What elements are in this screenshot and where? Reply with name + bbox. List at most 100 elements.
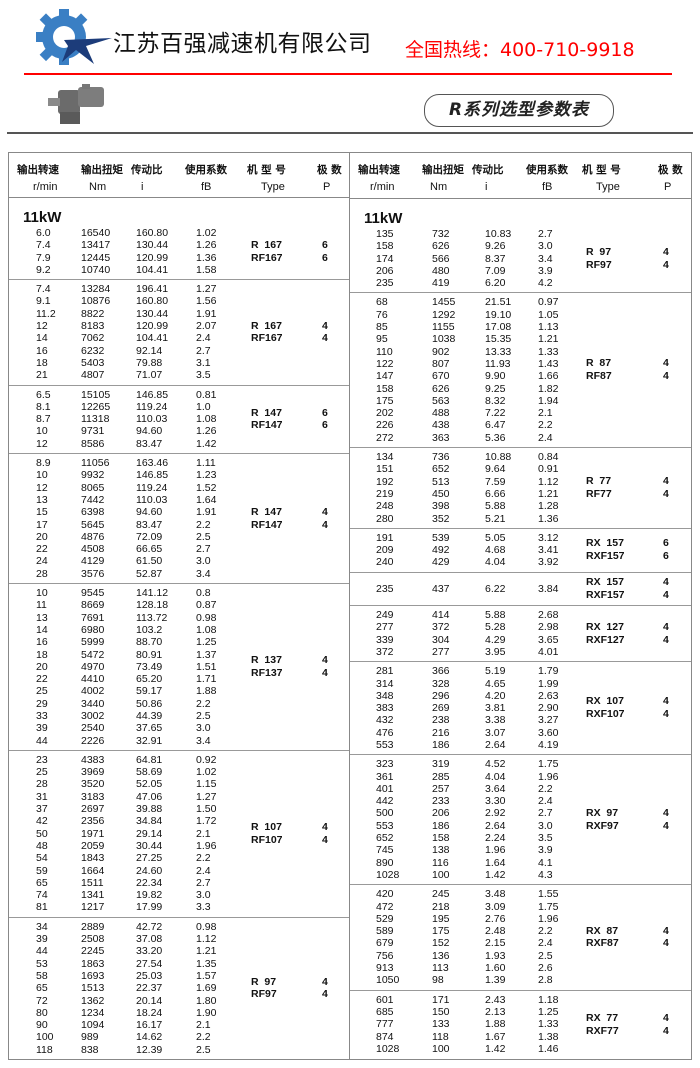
cell: 163.46 (136, 457, 169, 470)
cell: 20.14 (136, 994, 163, 1007)
type-line: R 77 (586, 475, 612, 488)
cell: 2.4 (196, 864, 211, 877)
cell: 4.19 (538, 738, 559, 751)
cell: 2508 (81, 933, 105, 946)
cell: 1455 (432, 296, 456, 309)
table-row: 65 1511 22.34 2.7 (9, 877, 349, 889)
cell: 16 (36, 344, 48, 357)
cell: 11318 (81, 413, 110, 426)
cell: 4129 (81, 555, 105, 568)
cell: 1.64 (196, 493, 217, 506)
cell: 8822 (81, 307, 105, 320)
cell: 3.64 (485, 782, 506, 795)
cell: 3183 (81, 790, 105, 803)
table-row: 277 372 5.28 2.98 (350, 621, 691, 633)
cell: 1.37 (196, 648, 217, 661)
pole-value: 4 (322, 988, 328, 1001)
table-row: 53 1863 27.54 1.35 (9, 958, 349, 970)
table-row: 110 902 13.33 1.33 (350, 346, 691, 358)
table-row: 95 1038 15.35 1.21 (350, 333, 691, 345)
table-row: 25 3969 58.69 1.02 (9, 766, 349, 778)
cell: 44 (36, 945, 48, 958)
model-group: 249 414 5.88 2.68 277 372 5.28 2.98 339 304 4.29 3.… (350, 606, 691, 663)
table-row: 22 4410 65.20 1.71 (9, 673, 349, 685)
cell: 1971 (81, 827, 105, 840)
cell: 488 (432, 407, 450, 420)
type-line: R 147 (251, 505, 282, 518)
table-row: 74 1341 19.82 3.0 (9, 889, 349, 901)
cell: 874 (376, 1030, 394, 1043)
cell: 14 (36, 332, 48, 345)
cell: 1217 (81, 901, 105, 914)
table-row: 401 257 3.64 2.2 (350, 783, 691, 795)
cell: 240 (376, 556, 394, 569)
model-group: 6.5 15105 146.85 0.81 8.1 12265 119.24 1.0 8.7 11… (9, 386, 349, 455)
cell: 1292 (432, 308, 456, 321)
cell: 1.64 (485, 856, 506, 869)
pole-value: 4 (663, 576, 669, 589)
cell: 21.51 (485, 296, 512, 309)
cell: 1.0 (196, 400, 211, 413)
cell: 158 (432, 832, 450, 845)
cell: 285 (432, 770, 450, 783)
table-row: 348 296 4.20 2.63 (350, 690, 691, 702)
cell: 59.17 (136, 685, 163, 698)
cell: 8183 (81, 320, 105, 333)
table-row: 122 807 11.93 1.43 (350, 358, 691, 370)
pole-value: 4 (663, 620, 669, 633)
cell: 65.20 (136, 673, 163, 686)
cell: 61.50 (136, 555, 163, 568)
type-line: RF97 (586, 258, 612, 271)
table-row: 44 2245 33.20 1.21 (9, 945, 349, 957)
cell: 626 (432, 240, 450, 253)
cell: 160.80 (136, 295, 169, 308)
cell: 372 (376, 645, 394, 658)
model-type: RX 127 RXF127 (586, 606, 625, 661)
cell: 401 (376, 782, 394, 795)
cell: 20 (36, 660, 48, 673)
table-row: 240 429 4.04 3.92 (350, 556, 691, 568)
cell: 277 (376, 621, 394, 634)
table-row: 20 4970 73.49 1.51 (9, 661, 349, 673)
cell: 1511 (81, 876, 104, 889)
cell: 2.4 (538, 795, 553, 808)
cell: 3.0 (538, 240, 553, 253)
table-row: 24 4129 61.50 3.0 (9, 555, 349, 567)
cell: 472 (376, 900, 394, 913)
type-line: RX 97 (586, 806, 619, 819)
model-type: R 97 RF97 (251, 918, 277, 1059)
cell: 361 (376, 770, 394, 783)
cell: 1038 (432, 333, 456, 346)
cell: 2.5 (196, 1043, 211, 1056)
table-row: 76 1292 19.10 1.05 (350, 309, 691, 321)
cell: 33 (36, 709, 48, 722)
cell: 1.42 (196, 437, 217, 450)
cell: 1.11 (196, 457, 216, 470)
cell: 339 (376, 633, 394, 646)
cell: 6.20 (485, 277, 506, 290)
cell: 0.91 (538, 463, 559, 476)
cell: 3.41 (538, 544, 559, 557)
cell: 1.67 (485, 1030, 506, 1043)
cell: 1.90 (196, 1006, 217, 1019)
cell: 1.13 (538, 321, 559, 334)
cell: 50 (36, 827, 48, 840)
cell: 151 (376, 463, 394, 476)
cell: 12 (36, 481, 48, 494)
cell: 88.70 (136, 636, 163, 649)
cell: 2059 (81, 839, 105, 852)
column-header-cn: 机 型 号 (247, 164, 286, 176)
cell: 80.91 (136, 648, 163, 661)
cell: 72.09 (136, 530, 163, 543)
cell: 1.33 (538, 345, 559, 358)
cell: 6.5 (36, 388, 51, 401)
table-row: 28 3520 52.05 1.15 (9, 778, 349, 790)
pole-value: 4 (663, 708, 669, 721)
cell: 202 (376, 407, 394, 420)
model-group: 34 2889 42.72 0.98 39 2508 37.08 1.12 44 2245 33.2… (9, 918, 349, 1059)
cell: 1155 (432, 321, 455, 334)
table-row: 1028 100 1.42 1.46 (350, 1043, 691, 1055)
cell: 563 (432, 394, 450, 407)
